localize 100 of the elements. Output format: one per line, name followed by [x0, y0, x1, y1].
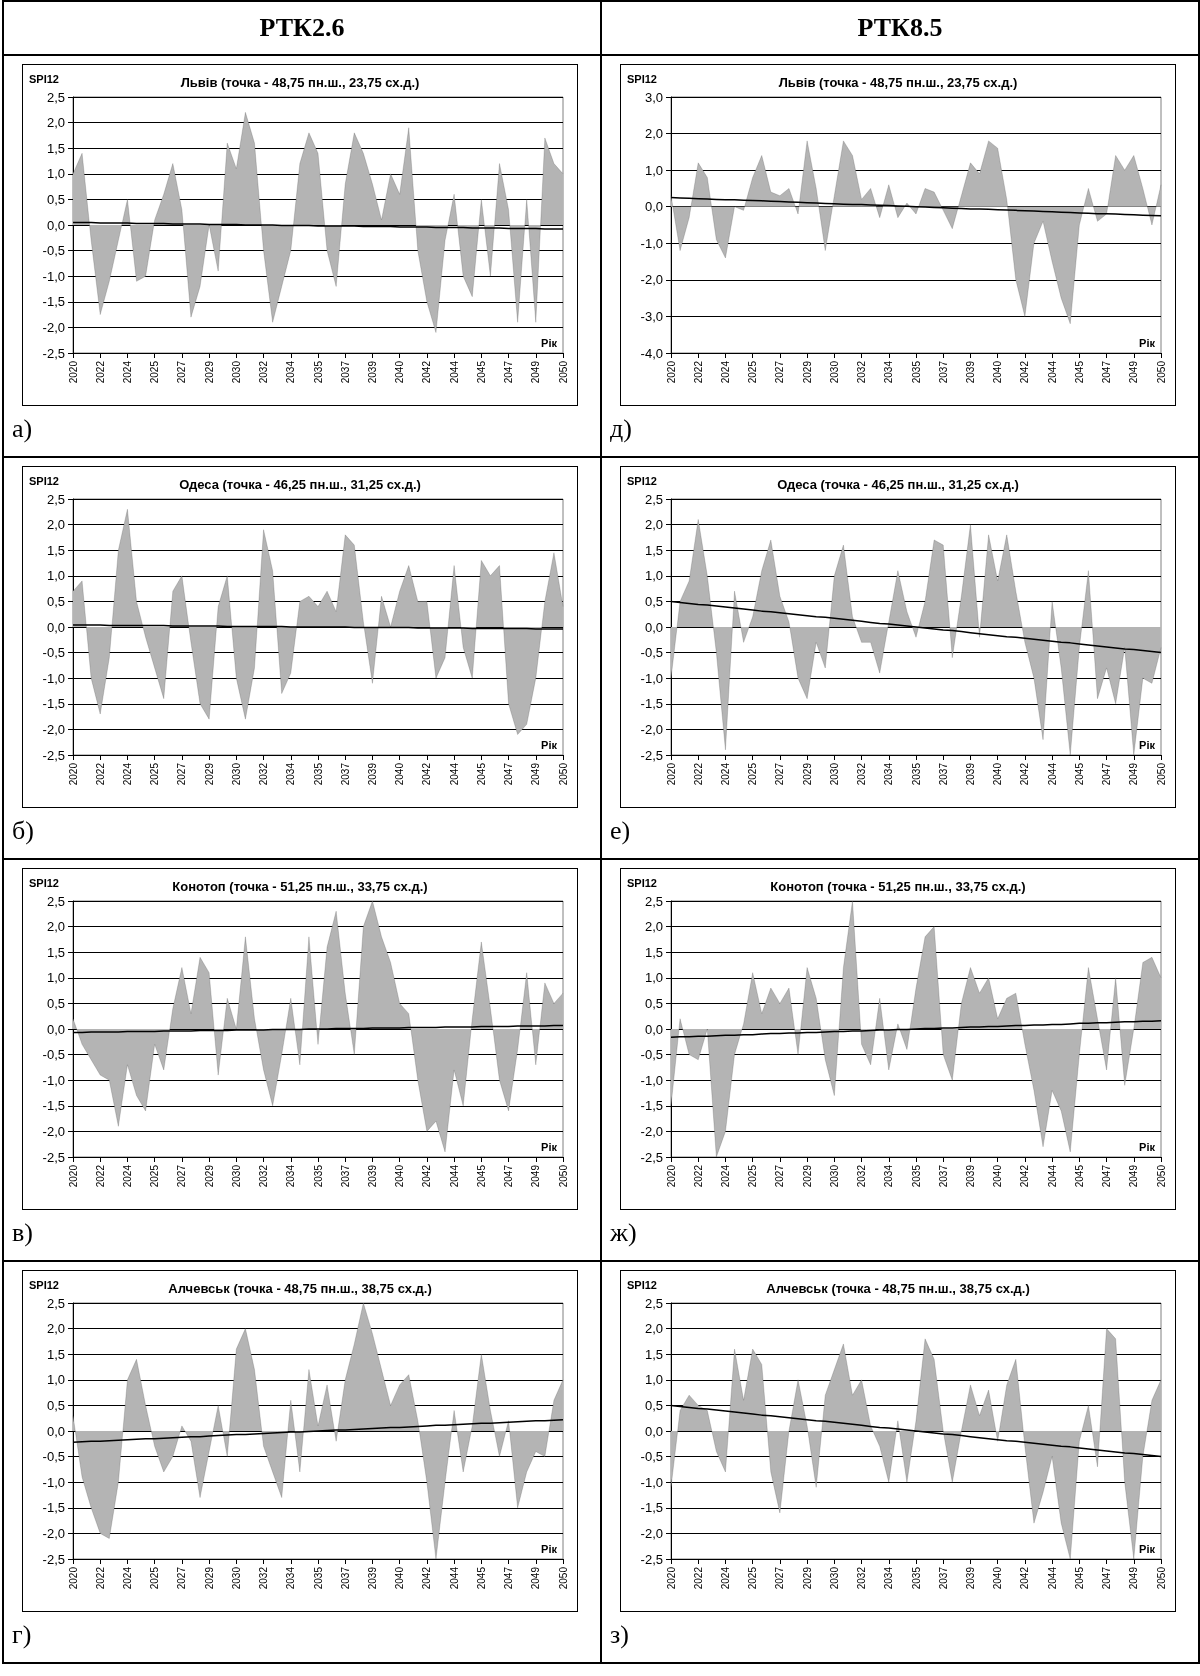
y-tick-label: 0,5 [644, 995, 663, 1011]
chart-title: Алчевськ (точка - 48,75 пн.ш., 38,75 сх.д.) [766, 1281, 1030, 1296]
y-tick-label: 1,5 [46, 944, 65, 960]
chart-title: Одеса (точка - 46,25 пн.ш., 31,25 сх.д.) [777, 477, 1019, 492]
y-tick-label: -2,0 [42, 1525, 65, 1541]
x-tick-label: 2042 [1019, 762, 1031, 786]
y-tick-label: 1,0 [46, 1372, 65, 1388]
y-tick-label: -1,5 [640, 1098, 663, 1114]
y-tick-label: -2,5 [640, 1149, 663, 1165]
x-tick-label: 2050 [1155, 1164, 1167, 1188]
x-tick-label: 2050 [1155, 762, 1167, 786]
x-tick-label: 2050 [1155, 1566, 1167, 1590]
x-tick-label: 2037 [937, 360, 949, 384]
x-axis-title: Рік [541, 1140, 558, 1153]
x-tick-label: 2034 [883, 762, 895, 786]
x-tick-label: 2047 [1101, 1566, 1113, 1590]
x-tick-label: 2032 [258, 360, 270, 384]
x-tick-label: 2029 [203, 1566, 215, 1590]
y-tick-label: 2,5 [46, 1295, 65, 1311]
y-tick-label: 0,5 [46, 593, 65, 609]
y-tick-label: 1,5 [46, 1346, 65, 1362]
text: е) [610, 816, 632, 846]
y-tick-label: -2,0 [42, 721, 65, 737]
y-axis-title: SPI12 [627, 474, 657, 487]
x-tick-label: 2022 [94, 1566, 106, 1590]
x-tick-label: 2035 [910, 360, 922, 384]
x-tick-label: 2022 [692, 762, 704, 786]
x-tick-label: 2034 [883, 1164, 895, 1188]
x-tick-label: 2020 [67, 1164, 79, 1188]
x-tick-label: 2034 [883, 360, 895, 384]
y-tick-label: 1,5 [644, 944, 663, 960]
y-tick-label: -3,0 [640, 308, 663, 324]
x-tick-label: 2020 [67, 762, 79, 786]
x-tick-label: 2035 [312, 1164, 324, 1188]
x-tick-label: 2037 [339, 762, 351, 786]
x-tick-label: 2027 [774, 1566, 786, 1590]
x-tick-label: 2025 [747, 1566, 759, 1590]
y-tick-label: 0,5 [46, 995, 65, 1011]
x-tick-label: 2050 [557, 360, 569, 384]
y-tick-label: 0,5 [644, 593, 663, 609]
y-tick-label: 2,5 [46, 491, 65, 507]
x-tick-label: 2035 [312, 360, 324, 384]
x-tick-label: 2040 [992, 1164, 1004, 1188]
y-tick-label: -4,0 [640, 345, 663, 361]
x-tick-label: 2024 [719, 762, 731, 786]
text: д) [610, 414, 633, 444]
x-tick-label: 2044 [1046, 1566, 1058, 1590]
x-tick-label: 2032 [258, 1164, 270, 1188]
x-tick-label: 2035 [312, 762, 324, 786]
x-tick-label: 2047 [503, 360, 515, 384]
x-tick-label: 2037 [339, 360, 351, 384]
y-tick-label: 1,5 [644, 1346, 663, 1362]
y-tick-label: 1,0 [644, 1372, 663, 1388]
text: ж) [610, 1218, 638, 1248]
x-tick-label: 2050 [1155, 360, 1167, 384]
x-tick-label: 2044 [1046, 762, 1058, 786]
x-tick-label: 2029 [203, 1164, 215, 1188]
x-tick-label: 2045 [475, 1566, 487, 1590]
x-tick-label: 2022 [692, 1164, 704, 1188]
y-tick-label: 2,0 [46, 1321, 65, 1337]
chart-title: Конотоп (точка - 51,25 пн.ш., 33,75 сх.д.) [172, 879, 428, 894]
x-axis-title: Рік [541, 336, 558, 349]
y-tick-label: 1,0 [644, 568, 663, 584]
y-tick-label: -2,5 [640, 1551, 663, 1567]
y-tick-label: 2,5 [46, 89, 65, 105]
y-tick-label: 1,0 [46, 166, 65, 182]
x-tick-label: 2037 [937, 1566, 949, 1590]
y-tick-label: -2,5 [42, 1149, 65, 1165]
x-tick-label: 2037 [339, 1566, 351, 1590]
y-axis-title: SPI12 [29, 474, 59, 487]
x-tick-label: 2040 [992, 762, 1004, 786]
x-tick-label: 2027 [176, 1164, 188, 1188]
x-tick-label: 2034 [285, 1164, 297, 1188]
x-tick-label: 2042 [421, 1164, 433, 1188]
x-tick-label: 2029 [203, 762, 215, 786]
x-tick-label: 2045 [1073, 360, 1085, 384]
x-tick-label: 2020 [665, 360, 677, 384]
x-axis-title: Рік [1139, 738, 1156, 751]
x-tick-label: 2032 [856, 1164, 868, 1188]
x-tick-label: 2022 [94, 762, 106, 786]
x-tick-label: 2022 [692, 360, 704, 384]
x-tick-label: 2025 [149, 360, 161, 384]
x-tick-label: 2032 [856, 1566, 868, 1590]
text: в) [12, 1218, 34, 1248]
x-tick-label: 2040 [992, 1566, 1004, 1590]
y-axis-title: SPI12 [29, 1278, 59, 1291]
x-tick-label: 2044 [1046, 1164, 1058, 1188]
x-tick-label: 2045 [475, 762, 487, 786]
y-tick-label: 1,5 [644, 542, 663, 558]
x-tick-label: 2030 [828, 1164, 840, 1188]
x-tick-label: 2024 [719, 1566, 731, 1590]
x-tick-label: 2024 [121, 1566, 133, 1590]
x-tick-label: 2029 [801, 360, 813, 384]
y-tick-label: 1,5 [46, 140, 65, 156]
y-tick-label: -1,5 [42, 294, 65, 310]
y-tick-label: 1,0 [644, 970, 663, 986]
x-tick-label: 2030 [230, 1566, 242, 1590]
x-tick-label: 2022 [94, 1164, 106, 1188]
x-tick-label: 2020 [67, 1566, 79, 1590]
x-tick-label: 2042 [1019, 360, 1031, 384]
